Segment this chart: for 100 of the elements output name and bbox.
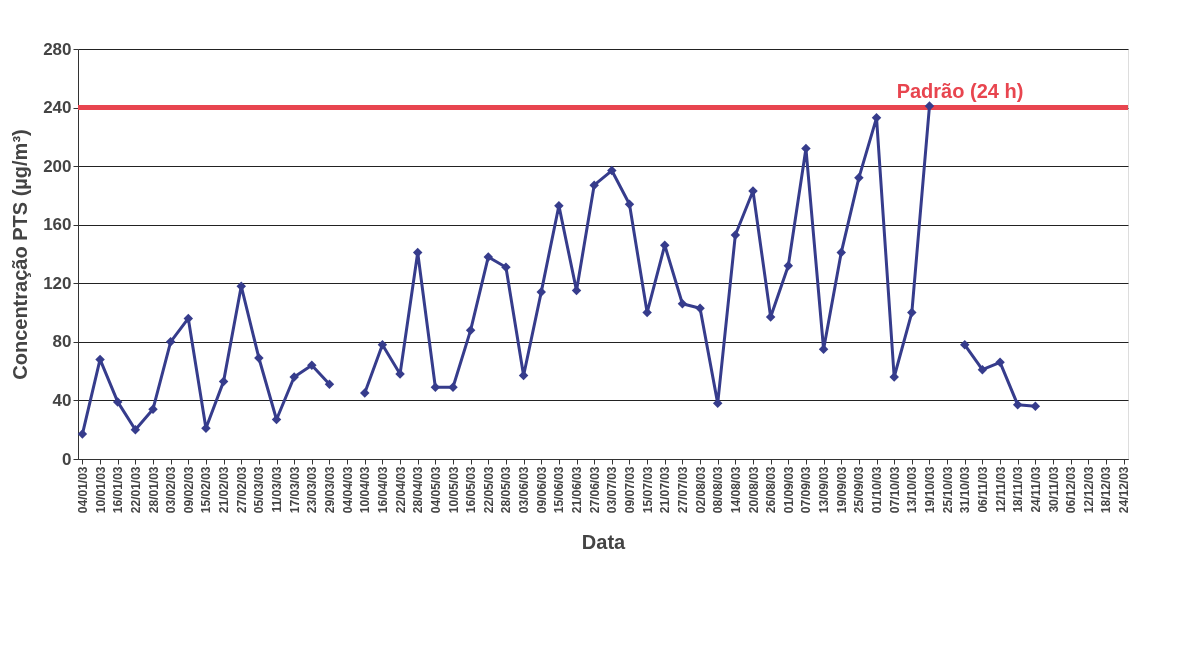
point [589,180,599,190]
x-tick-label: 18/12/03 [1099,466,1114,514]
x-tick-label: 14/08/03 [728,466,743,514]
x-tick-label: 03/07/03 [605,466,620,514]
y-tick-label: 120 [43,273,72,293]
x-tick-label: 16/01/03 [111,466,126,514]
x-tick-label: 07/09/03 [799,466,814,514]
x-tick-label: 24/11/03 [1028,466,1043,513]
x-tick-label: 20/08/03 [746,466,761,514]
x-tick-label: 30/11/03 [1046,466,1061,513]
x-tick-label: 09/02/03 [181,466,196,514]
x-tick-label: 25/09/03 [852,466,867,514]
x-tick-label: 23/03/03 [305,466,320,514]
x-tick-label: 04/01/03 [75,466,90,514]
x-tick-label: 15/02/03 [199,466,214,514]
point [730,230,741,240]
x-tick-label: 18/11/03 [1011,466,1026,513]
x-tick-label: 07/10/03 [887,466,902,514]
point [907,307,917,318]
point [307,360,317,371]
x-tick-label: 09/07/03 [622,466,637,514]
x-tick-label: 03/02/03 [164,466,179,514]
x-tick-label: 06/11/03 [975,466,990,513]
y-axis-title: Concentração PTS (µg/m³) [9,129,32,380]
x-tick-label: 19/10/03 [922,466,937,514]
x-tick-label: 05/03/03 [252,466,267,514]
x-tick-label: 21/07/03 [658,466,673,514]
x-tick-label: 22/05/03 [481,466,496,514]
point [960,340,970,350]
x-tick-label: 16/04/03 [375,466,390,514]
y-tick-label: 200 [43,156,72,176]
x-tick-label: 31/10/03 [958,466,973,514]
x-tick-label: 10/01/03 [93,466,108,514]
point [924,101,935,111]
point [377,340,388,350]
point [218,376,229,387]
x-tick-label: 12/11/03 [993,466,1008,513]
point [536,287,546,297]
x-tick-label: 22/04/03 [393,466,408,514]
x-tick-label: 28/04/03 [411,466,426,514]
x-tick-label: 04/04/03 [340,466,355,514]
y-tick-label: 40 [52,390,72,410]
point [112,397,123,407]
x-tick-label: 27/02/03 [234,466,249,514]
x-tick-label: 01/10/03 [870,466,885,514]
ref-line-label: Padrão (24 h) [896,79,1024,102]
x-tick-label: 19/09/03 [834,466,849,514]
y-tick-label: 80 [52,332,72,352]
x-tick-label: 22/01/03 [128,466,143,514]
x-tick-label: 01/09/03 [781,466,796,514]
x-tick-label: 13/10/03 [905,466,920,514]
point [977,364,988,375]
x-tick-label: 28/05/03 [499,466,514,514]
y-tick-label: 280 [43,39,72,59]
point [1012,400,1023,410]
point [1030,401,1041,412]
point [165,337,176,347]
point [607,165,617,176]
x-tick-label: 10/04/03 [358,466,373,514]
x-tick-label: 16/05/03 [464,466,479,514]
x-tick-label: 28/01/03 [146,466,161,514]
x-tick-label: 26/08/03 [764,466,779,514]
point [677,299,688,309]
x-tick-label: 02/08/03 [693,466,708,514]
point [360,388,370,398]
point [995,357,1005,368]
point [130,424,141,435]
x-tick-label: 27/06/03 [587,466,602,514]
x-tick-label: 25/10/03 [940,466,955,514]
x-tick-label: 09/06/03 [534,466,549,514]
x-tick-label: 13/09/03 [817,466,832,514]
x-tick-label: 17/03/03 [287,466,302,514]
x-tick-label: 06/12/03 [1064,466,1079,514]
point [483,252,494,262]
y-tick-label: 240 [43,98,72,118]
x-tick-label: 12/12/03 [1081,466,1096,514]
point [783,260,794,271]
point [465,325,476,335]
x-tick-label: 21/02/03 [217,466,232,514]
x-tick-label: 29/03/03 [322,466,337,514]
point [836,247,846,258]
point [183,313,194,324]
y-tick-label: 160 [43,215,72,235]
point [324,379,335,390]
x-tick-label: 03/06/03 [517,466,532,514]
point [854,173,864,183]
x-tick-label: 04/05/03 [428,466,443,514]
x-tick-label: 24/12/03 [1117,466,1132,514]
x-tick-label: 15/06/03 [552,466,567,514]
x-tick-label: 21/06/03 [570,466,585,514]
x-tick-label: 08/08/03 [711,466,726,514]
point [236,281,246,291]
point [624,199,635,209]
x-tick-label: 27/07/03 [675,466,690,514]
x-tick-label: 15/07/03 [640,466,655,514]
x-tick-label: 10/05/03 [446,466,461,514]
point [77,429,88,439]
y-tick-label: 0 [62,449,72,469]
x-tick-label: 11/03/03 [270,466,285,513]
x-axis-title: Data [581,531,627,554]
